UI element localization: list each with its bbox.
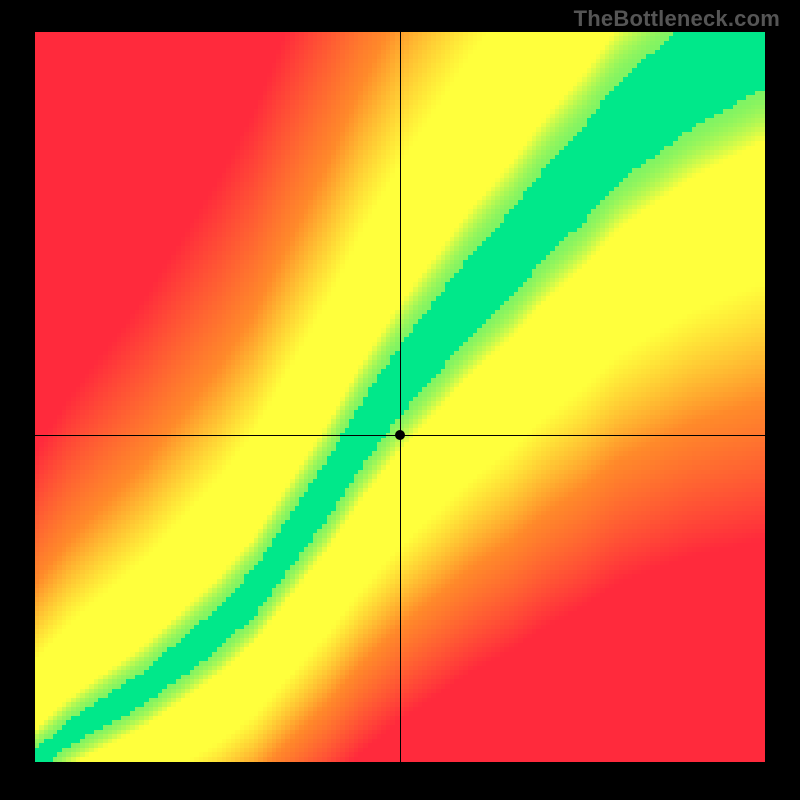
bottleneck-heatmap (35, 32, 765, 762)
crosshair-vertical (400, 32, 401, 762)
watermark-text: TheBottleneck.com (574, 6, 780, 32)
marker-dot (395, 430, 405, 440)
